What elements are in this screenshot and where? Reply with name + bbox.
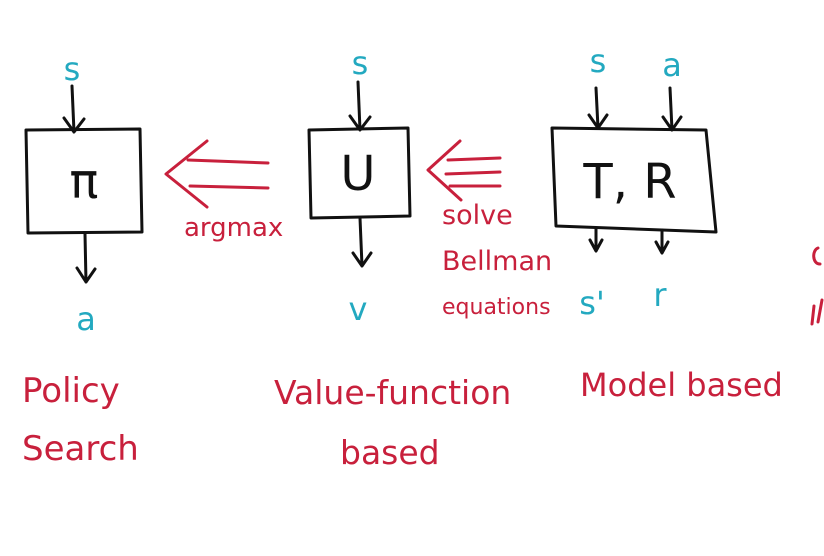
value-input-s: s xyxy=(352,44,369,82)
model-output-r: r xyxy=(653,276,667,314)
policy-block: s π a Policy Search xyxy=(22,50,144,469)
value-output-arrow xyxy=(351,216,373,268)
model-input-a: a xyxy=(662,46,682,84)
double-arrow-bellman xyxy=(426,139,502,202)
bellman-label-line-3: equations xyxy=(442,295,551,320)
policy-input-s: s xyxy=(64,50,81,88)
model-output-arrow-r xyxy=(654,228,670,255)
value-symbol: U xyxy=(340,146,375,202)
double-arrow-argmax xyxy=(164,139,270,209)
policy-output-arrow xyxy=(75,232,97,284)
model-input-arrow-s xyxy=(587,86,609,130)
model-input-arrow-a xyxy=(661,86,683,132)
model-symbol: T, R xyxy=(582,154,676,210)
value-caption-line-1: Value-function xyxy=(274,373,511,412)
argmax-label: argmax xyxy=(184,213,283,243)
policy-box xyxy=(24,127,144,235)
bellman-transition: solve Bellman equations xyxy=(426,139,552,320)
value-caption-line-2: based xyxy=(340,433,440,472)
argmax-transition: argmax xyxy=(164,139,283,243)
policy-output-a: a xyxy=(76,300,96,338)
value-input-arrow xyxy=(348,80,372,132)
model-caption: Model based xyxy=(580,366,783,404)
policy-caption-line-2: Search xyxy=(22,429,139,469)
value-block: s U v Value-function based xyxy=(274,44,511,472)
model-box xyxy=(550,126,718,234)
bellman-label-line-2: Bellman xyxy=(442,246,552,277)
model-input-s: s xyxy=(590,42,607,80)
model-output-s-prime: s' xyxy=(579,284,604,322)
cropped-edge-mark xyxy=(810,246,824,326)
value-box xyxy=(307,126,412,220)
bellman-label-line-1: solve xyxy=(442,200,513,231)
policy-input-arrow xyxy=(62,84,86,134)
policy-symbol: π xyxy=(70,154,99,210)
value-output-v: v xyxy=(349,290,368,328)
model-block: s a T, R s' r Model based xyxy=(550,42,783,404)
model-output-arrow-s xyxy=(588,226,604,253)
policy-caption-line-1: Policy xyxy=(22,371,120,411)
